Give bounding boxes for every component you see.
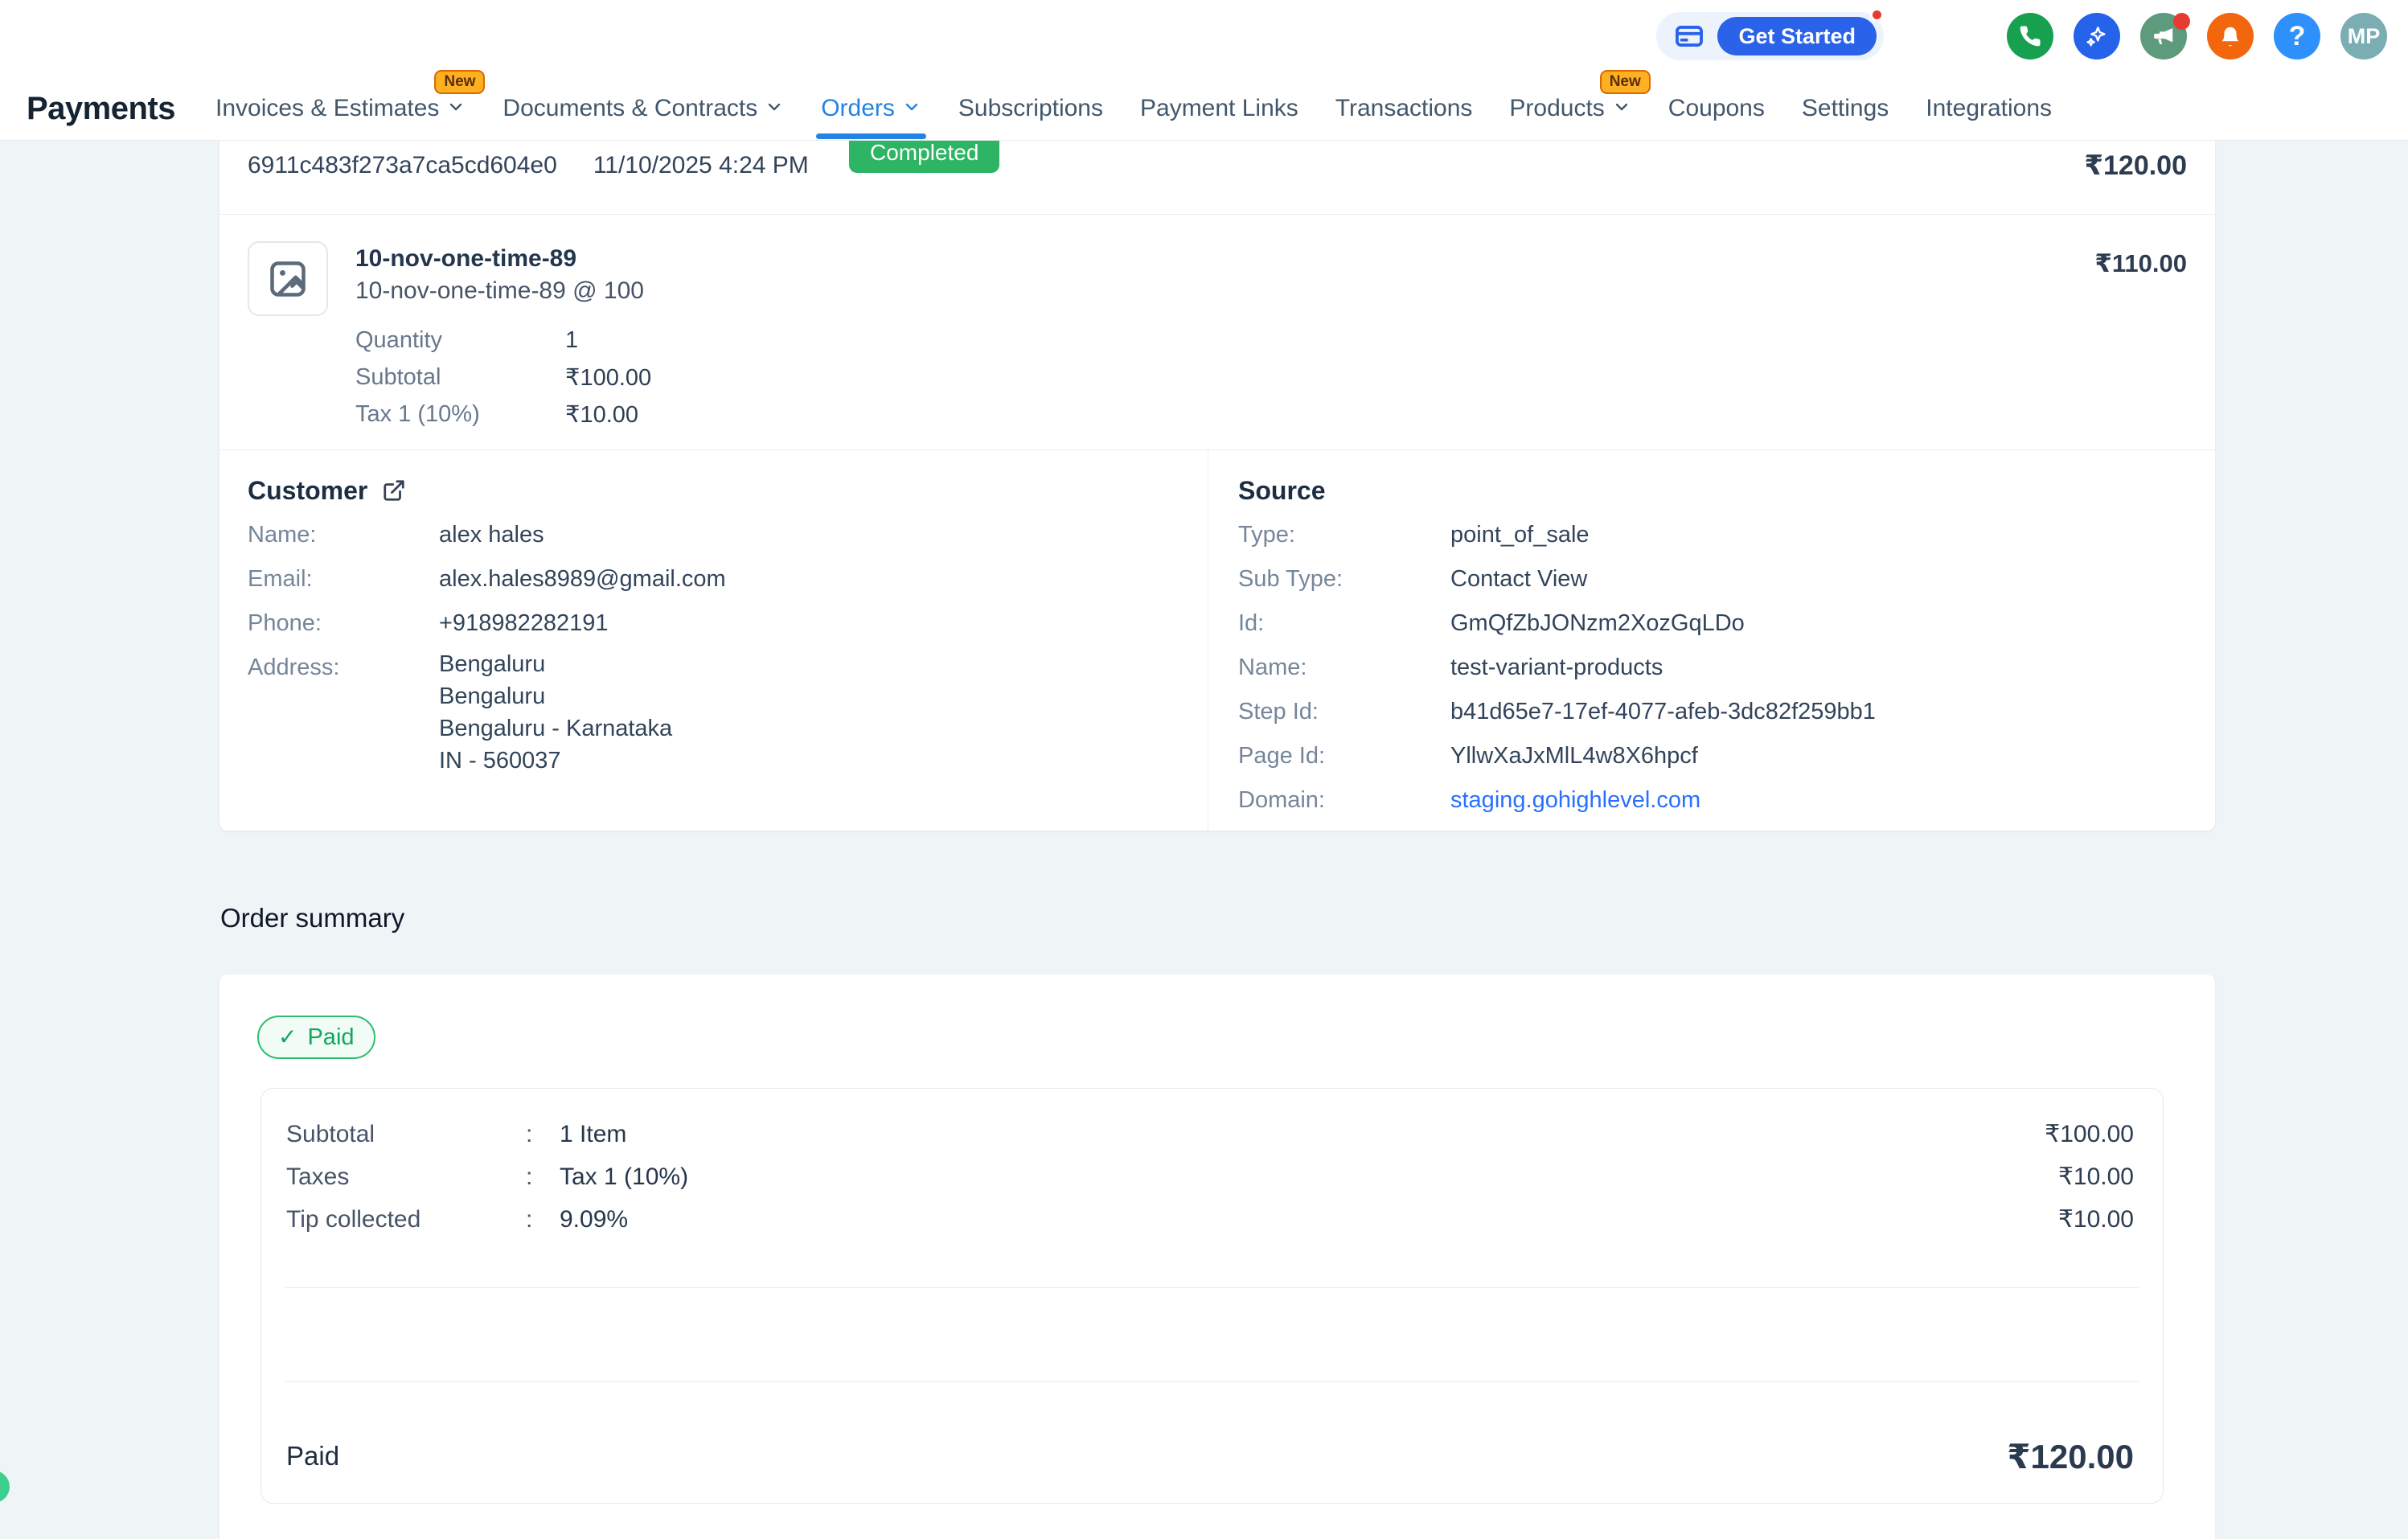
order-date: 11/10/2025 4:24 PM	[593, 152, 809, 179]
payments-nav: Payments Invoices & Estimates New Docume…	[27, 70, 2408, 141]
nav-integrations[interactable]: Integrations	[1926, 95, 2053, 121]
check-icon: ✓	[278, 1024, 297, 1049]
source-subtype-row: Sub Type: Contact View	[1238, 566, 1588, 592]
chat-widget-button[interactable]	[0, 1471, 10, 1503]
get-started-button[interactable]: Get Started	[1717, 17, 1877, 55]
order-id: 6911c483f273a7ca5cd604e0	[248, 152, 557, 179]
top-bar: Get Started ? MP	[0, 0, 2408, 141]
order-summary-card: ✓ Paid Subtotal : 1 Item ₹100.00 Taxes :…	[219, 975, 2215, 1539]
detail-row-subtotal: Subtotal ₹100.00	[355, 363, 652, 391]
domain-link[interactable]: staging.gohighlevel.com	[1450, 787, 1701, 813]
summary-divider	[285, 1381, 2139, 1382]
detail-row-tax: Tax 1 (10%) ₹10.00	[355, 400, 639, 428]
new-badge: New	[1599, 70, 1651, 94]
source-page-id-row: Page Id: YllwXaJxMlL4w8X6hpcf	[1238, 743, 1698, 769]
chevron-down-icon	[902, 94, 921, 123]
source-domain-row: Domain: staging.gohighlevel.com	[1238, 781, 2185, 819]
product-detail-rows: Quantity 1 Subtotal ₹100.00 Tax 1 (10%) …	[355, 322, 651, 433]
notification-dot	[1870, 8, 1884, 22]
line-item-price: ₹110.00	[2094, 249, 2187, 277]
bell-icon	[2218, 24, 2242, 48]
summary-tip-row: Tip collected : 9.09% ₹10.00	[286, 1205, 2134, 1233]
nav-documents-contracts[interactable]: Documents & Contracts	[503, 76, 784, 141]
paid-total-amount: ₹120.00	[2007, 1437, 2134, 1475]
order-summary-heading: Order summary	[220, 903, 405, 933]
notifications-button[interactable]	[2207, 13, 2254, 60]
credit-card-icon	[1674, 21, 1704, 51]
megaphone-icon	[2152, 24, 2176, 48]
nav-invoices-estimates[interactable]: Invoices & Estimates New	[215, 70, 486, 141]
new-badge: New	[434, 70, 486, 94]
summary-box: Subtotal : 1 Item ₹100.00 Taxes : Tax 1 …	[260, 1088, 2164, 1504]
order-header-row: 6911c483f273a7ca5cd604e0 11/10/2025 4:24…	[219, 141, 2215, 215]
order-total-amount: ₹120.00	[2084, 150, 2187, 181]
summary-divider	[285, 1287, 2139, 1288]
header-actions: Get Started ? MP	[1656, 8, 2387, 60]
product-name: 10-nov-one-time-89	[355, 245, 577, 272]
customer-address-row: Address: Bengaluru Bengaluru Bengaluru -…	[248, 651, 673, 774]
avatar[interactable]: MP	[2340, 13, 2387, 60]
nav-subscriptions[interactable]: Subscriptions	[958, 95, 1103, 121]
customer-phone-row: Phone: +918982282191	[248, 610, 609, 636]
detail-row-quantity: Quantity 1	[355, 326, 579, 353]
order-line-item: 10-nov-one-time-89 10-nov-one-time-89 @ …	[219, 215, 2215, 450]
announcement-dot	[2173, 13, 2190, 30]
source-type-row: Type: point_of_sale	[1238, 522, 1590, 548]
chevron-down-icon	[446, 94, 466, 123]
summary-taxes-row: Taxes : Tax 1 (10%) ₹10.00	[286, 1163, 2134, 1191]
product-description: 10-nov-one-time-89 @ 100	[355, 277, 644, 304]
nav-coupons[interactable]: Coupons	[1668, 95, 1765, 121]
product-image-placeholder	[248, 241, 328, 316]
avatar-initials: MP	[2347, 23, 2381, 48]
ai-assistant-button[interactable]	[2074, 13, 2120, 60]
source-section: Source Type: point_of_sale Sub Type: Con…	[1208, 450, 2215, 831]
summary-subtotal-row: Subtotal : 1 Item ₹100.00	[286, 1120, 2134, 1148]
nav-products[interactable]: Products New	[1509, 70, 1651, 141]
summary-paid-total-row: Paid ₹120.00	[286, 1420, 2134, 1492]
customer-heading: Customer	[248, 475, 368, 505]
get-started-pill: Get Started	[1656, 8, 1884, 60]
phone-button[interactable]	[2007, 13, 2053, 60]
order-detail-page: 6911c483f273a7ca5cd604e0 11/10/2025 4:24…	[0, 141, 2408, 1539]
paid-total-label: Paid	[286, 1441, 340, 1471]
chevron-down-icon	[765, 94, 784, 123]
source-heading: Source	[1238, 475, 1326, 505]
sparkles-icon	[2084, 23, 2110, 49]
customer-email-row: Email: alex.hales8989@gmail.com	[248, 566, 726, 592]
customer-name-row: Name: alex hales	[248, 522, 544, 548]
phone-icon	[2018, 24, 2042, 48]
help-icon: ?	[2288, 20, 2306, 51]
nav-payment-links[interactable]: Payment Links	[1140, 95, 1298, 121]
status-badge: Completed	[849, 141, 1000, 173]
source-name-row: Name: test-variant-products	[1238, 655, 1663, 680]
page-title: Payments	[27, 90, 175, 126]
external-link-icon[interactable]	[382, 478, 406, 503]
customer-section: Customer Name: alex hales Email: alex.ha…	[219, 450, 1208, 831]
announcements-button[interactable]	[2140, 13, 2190, 60]
nav-orders[interactable]: Orders	[816, 76, 926, 141]
source-id-row: Id: GmQfZbJONzm2XozGqLDo	[1238, 610, 1745, 636]
nav-transactions[interactable]: Transactions	[1335, 95, 1473, 121]
chevron-down-icon	[1612, 94, 1631, 123]
customer-source-section: Customer Name: alex hales Email: alex.ha…	[219, 450, 2215, 831]
paid-status-badge: ✓ Paid	[257, 1016, 375, 1059]
help-button[interactable]: ?	[2274, 13, 2320, 60]
nav-settings[interactable]: Settings	[1801, 95, 1889, 121]
image-icon	[267, 258, 309, 300]
order-detail-card: 6911c483f273a7ca5cd604e0 11/10/2025 4:24…	[219, 141, 2215, 831]
source-step-id-row: Step Id: b41d65e7-17ef-4077-afeb-3dc82f2…	[1238, 699, 1876, 724]
product-info: 10-nov-one-time-89 10-nov-one-time-89 @ …	[355, 241, 651, 433]
